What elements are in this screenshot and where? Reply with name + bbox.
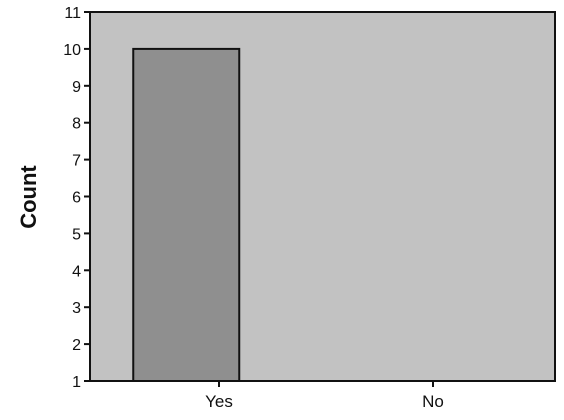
bars-group [132,47,241,383]
y-tick-label: 8 [72,116,81,133]
y-tick-label: 10 [63,42,81,59]
bar-yes [132,47,241,383]
y-tick-label: 4 [72,263,81,280]
y-tick-label: 7 [72,153,81,170]
y-tick-label: 2 [72,337,81,354]
y-axis: 1 2 3 4 5 6 7 8 9 10 11 [63,5,91,391]
y-axis-title: Count [16,165,41,229]
y-tick-label: 5 [72,226,81,243]
y-tick-label: 11 [64,5,81,22]
x-tick-label-yes: Yes [205,392,233,411]
x-tick-label-no: No [422,392,444,411]
y-tick-label: 3 [72,300,81,317]
y-tick-label: 6 [72,190,81,207]
y-tick-label: 1 [72,374,81,391]
x-axis: Yes No [90,380,555,411]
y-tick-label: 9 [72,79,81,96]
